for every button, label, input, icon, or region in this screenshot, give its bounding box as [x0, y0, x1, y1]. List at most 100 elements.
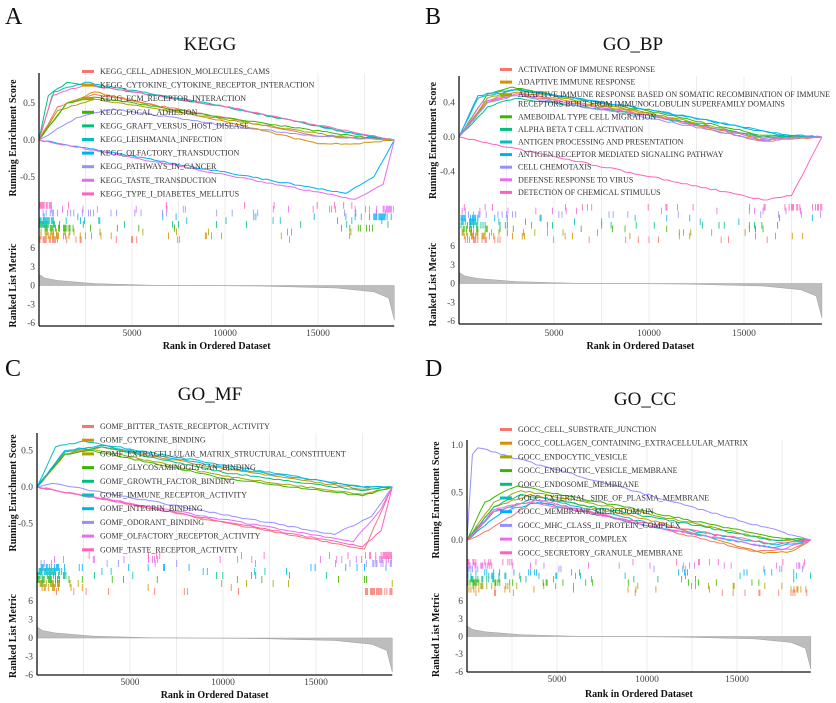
metric-tick-label: 0 [30, 282, 35, 292]
legend-item: DEFENSE RESPONSE TO VIRUS [500, 175, 633, 184]
legend-label: GOCC_MHC_CLASS_II_PROTEIN_COMPLEX [518, 521, 681, 530]
legend-label: AMEBOIDAL TYPE CELL MIGRATION [518, 112, 656, 121]
panel-title: KEGG [184, 34, 237, 55]
panel-go-bp: B GO_BP 0.4 0.0 -0.4 6 3 0 -3 -6 5000 10000 15000 Ran… [425, 4, 830, 352]
es-line-8 [36, 482, 393, 536]
legend: GOCC_CELL_SUBSTRATE_JUNCTION GOCC_COLLAGE… [500, 425, 748, 557]
es-line-5 [466, 493, 811, 542]
legend-label-line: KEGG_GRAFT_VERSUS_HOST_DISEASE [100, 121, 249, 130]
es-line-3 [38, 98, 395, 141]
legend-label: GOMF_GLYCOSAMINOGLYCAN_BINDING [100, 463, 256, 472]
hit-rug-6 [466, 572, 812, 579]
metric-tick-label: -3 [447, 298, 455, 308]
legend-label: KEGG_TYPE_I_DIABETES_MELLITUS [100, 189, 239, 198]
legend-label: GOCC_ENDOCYTIC_VESICLE [518, 452, 627, 461]
legend-label-line: GOMF_BITTER_TASTE_RECEPTOR_ACTIVITY [100, 422, 270, 431]
legend-label: KEGG_ECM_RECEPTOR_INTERACTION [100, 94, 246, 103]
legend-item: GOMF_INTEGRIN_BINDING [82, 504, 203, 513]
metric-tick-label: -6 [447, 317, 455, 327]
legend-label-line: KEGG_ECM_RECEPTOR_INTERACTION [100, 94, 246, 103]
hit-rug-4 [44, 224, 373, 232]
legend-item: CELL CHEMOTAXIS [500, 163, 592, 172]
hit-rug-6 [38, 217, 383, 224]
legend-label: GOCC_SECRETORY_GRANULE_MEMBRANE [518, 548, 683, 557]
ranked-metric-area [458, 271, 823, 318]
hit-rug-4 [458, 225, 764, 233]
legend-item: GOCC_RECEPTOR_COMPLEX [500, 535, 627, 544]
es-line-9 [458, 93, 822, 140]
hit-rug-1 [464, 236, 768, 243]
es-tick-label: 0.0 [21, 483, 33, 493]
hit-rug-8 [42, 209, 386, 217]
x-axis-label: Rank in Ordered Dataset [163, 341, 272, 352]
es-tick-label: -0.4 [440, 168, 455, 178]
legend-item: KEGG_TASTE_TRANSDUCTION [82, 176, 217, 185]
ranked-metric-area [36, 626, 393, 673]
panel-letter: A [5, 4, 23, 30]
es-line-10 [458, 136, 823, 201]
hit-rug-5 [460, 222, 779, 229]
hit-rug-10 [467, 559, 806, 566]
metric-tick-label: 6 [30, 244, 35, 254]
es-axis-label: Running Enrichment Score [8, 79, 19, 197]
legend-label: KEGG_CYTOKINE_CYTOKINE_RECEPTOR_INTERACT… [100, 81, 314, 90]
legend-label: GOCC_COLLAGEN_CONTAINING_EXTRACELLULAR_M… [518, 439, 748, 448]
legend-item: GOCC_MHC_CLASS_II_PROTEIN_COMPLEX [500, 521, 681, 530]
panel-title: GO_BP [603, 34, 663, 55]
legend-label-line: GOMF_GROWTH_FACTOR_BINDING [100, 477, 235, 486]
es-line-4 [466, 485, 811, 541]
x-tick-label: 15000 [725, 675, 749, 685]
metric-axis-label: Ranked List Metric [428, 242, 439, 326]
legend-label-line: GOCC_MHC_CLASS_II_PROTEIN_COMPLEX [518, 521, 681, 530]
x-tick-label: 10000 [637, 329, 661, 339]
legend-item: GOCC_COLLAGEN_CONTAINING_EXTRACELLULAR_M… [500, 439, 748, 448]
es-tick-label: 0.5 [451, 489, 463, 499]
legend-label-line: KEGG_FOCAL_ADHESION [100, 108, 198, 117]
legend-label-line: CELL CHEMOTAXIS [518, 163, 592, 172]
es-line-2 [466, 493, 812, 554]
legend-label-line: ANTIGEN RECEPTOR MEDIATED SIGNALING PATH… [518, 150, 724, 159]
hit-rug-2 [38, 232, 351, 240]
x-axis-label: Rank in Ordered Dataset [587, 341, 696, 352]
metric-tick-label: 0 [458, 633, 463, 643]
metric-tick-label: -6 [25, 671, 33, 681]
hit-rug-8 [40, 560, 392, 567]
metric-tick-label: -3 [27, 300, 35, 310]
legend-item: AMEBOIDAL TYPE CELL MIGRATION [500, 112, 656, 121]
legend-label: ANTIGEN RECEPTOR MEDIATED SIGNALING PATH… [518, 150, 724, 159]
legend-item: KEGG_LEISHMANIA_INFECTION [82, 135, 222, 144]
legend-label-line: DETECTION OF CHEMICAL STIMULUS [518, 188, 661, 197]
legend-item: KEGG_CELL_ADHESION_MOLECULES_CAMS [82, 67, 270, 76]
legend-label: GOMF_CYTOKINE_BINDING [100, 436, 206, 445]
legend-label: ALPHA BETA T CELL ACTIVATION [518, 125, 644, 134]
panel-title: GO_CC [614, 389, 676, 410]
hit-rug-1 [38, 236, 290, 243]
x-tick-label: 15000 [732, 329, 756, 339]
es-tick-label: 0.0 [23, 136, 35, 146]
legend-item: KEGG_CYTOKINE_CYTOKINE_RECEPTOR_INTERACT… [82, 81, 314, 90]
es-tick-label: -0.5 [18, 520, 33, 530]
legend-label-line: ADAPTIVE IMMUNE RESPONSE [518, 78, 635, 87]
hit-rug-7 [36, 564, 387, 571]
panel-letter: B [425, 4, 441, 30]
legend-item: GOCC_EXTERNAL_SIDE_OF_PLASMA_MEMBRANE [500, 494, 709, 503]
hit-rug-2 [468, 586, 807, 593]
metric-tick-label: -3 [25, 653, 33, 663]
legend-label: KEGG_CELL_ADHESION_MOLECULES_CAMS [100, 67, 270, 76]
legend-label: KEGG_OLFACTORY_TRANSDUCTION [100, 149, 239, 158]
panel-letter: C [5, 356, 21, 382]
legend-label: ADAPTIVE IMMUNE RESPONSE [518, 78, 635, 87]
es-line-4 [38, 96, 395, 141]
legend-item: GOMF_EXTRACELLULAR_MATRIX_STRUCTURAL_CON… [82, 449, 346, 458]
es-tick-label: 0.5 [23, 99, 35, 109]
hit-rug-6 [36, 568, 287, 575]
es-line-1 [458, 93, 822, 142]
metric-tick-label: -3 [455, 650, 463, 660]
legend-label-line: DEFENSE RESPONSE TO VIRUS [518, 175, 633, 184]
legend-label: KEGG_PATHWAYS_IN_CANCER [100, 162, 217, 171]
legend-item: GOCC_MEMBRANE_MICRODOMAIN [500, 507, 654, 516]
legend-label-line: GOMF_OLFACTORY_RECEPTOR_ACTIVITY [100, 532, 261, 541]
legend-item: KEGG_OLFACTORY_TRANSDUCTION [82, 149, 239, 158]
legend-label-line: ALPHA BETA T CELL ACTIVATION [518, 125, 644, 134]
